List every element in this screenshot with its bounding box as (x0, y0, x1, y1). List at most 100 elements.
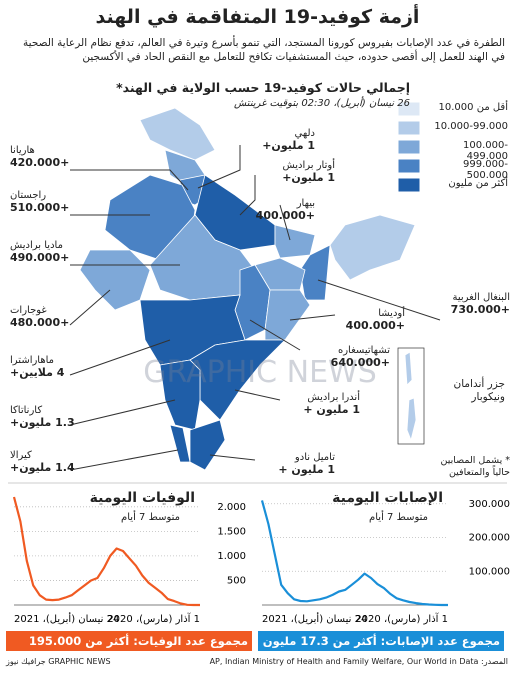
note: * يشمل المصابين حالياً والمتعافين (440, 455, 511, 478)
state-cases: +400.000 (345, 319, 405, 332)
state-name: هاريانا (10, 145, 35, 156)
state-name: كارناتاكا (10, 405, 43, 416)
state-cases: +640.000 (330, 356, 390, 369)
india-map (79, 107, 417, 471)
state-shape (274, 224, 316, 259)
total-box: مجموع عدد الوفيات: أكثر من 195.000 (6, 631, 252, 651)
state-cases: +400.000 (255, 209, 315, 222)
legend-swatch (397, 139, 421, 155)
state-label: أوتار براديش 1 مليون+ (255, 160, 335, 184)
state-cases: +480.000 (10, 316, 70, 329)
state-shape (329, 214, 416, 281)
state-name: بيهار (296, 198, 315, 209)
y-tick-label: 500 (227, 575, 246, 586)
map-title: إجمالي حالات كوفيد-19 حسب الولاية في اله… (116, 80, 410, 95)
legend-label: أقل من 10.000 (438, 102, 508, 113)
state-name: أندرا براديش (307, 392, 360, 403)
leader-line (197, 145, 241, 189)
state-name: البنغال الغربية (452, 292, 510, 303)
state-shape (189, 419, 226, 471)
state-name: أوديشا (378, 308, 405, 319)
y-tick-label: 1.500 (217, 526, 246, 537)
legend-label: 999.000-500.000 (463, 159, 508, 181)
islands-box (397, 347, 425, 445)
state-shape (406, 397, 417, 442)
state-label: دلهي 1 مليون+ (245, 128, 315, 152)
state-cases: +730.000 (450, 303, 510, 316)
leader-line (279, 204, 291, 241)
y-tick-label: 1.000 (217, 551, 246, 562)
legend-label: 10.000-99.000 (434, 121, 508, 132)
legend-swatch (397, 101, 421, 117)
state-name: راجستان (10, 190, 47, 201)
x-tick-label: 1 آذار (مارس)، 2020 (107, 612, 200, 625)
leader-line (69, 339, 171, 376)
line-series (260, 500, 448, 607)
leader-line (69, 399, 176, 426)
state-cases: 1.3 مليون+ (10, 416, 75, 429)
state-cases: +420.000 (10, 156, 70, 169)
state-cases: 4 ملايين+ (10, 366, 65, 379)
y-tick-label: 2.000 (217, 502, 246, 513)
state-name: ماديا براديش (10, 240, 63, 251)
leader-line (317, 279, 441, 321)
leader-line (249, 319, 301, 351)
y-tick-label: 200.000 (469, 533, 510, 544)
state-label: أوديشا +400.000 (335, 308, 405, 332)
title: أزمة كوفيد-19 المتفاقمة في الهند (95, 6, 420, 28)
state-label: البنغال الغربية +730.000 (440, 292, 510, 316)
legend-swatch (397, 158, 421, 174)
state-label: ماديا براديش +490.000 (10, 240, 80, 264)
state-cases: 1 مليون + (303, 403, 360, 416)
leader-line (69, 449, 179, 471)
total-box: مجموع عدد الإصابات: أكثر من 17.3 مليون (258, 631, 504, 651)
leader-line (209, 454, 256, 461)
state-label: غوجارات +480.000 (10, 305, 80, 329)
subtitle: الطفرة في عدد الإصابات بفيروس كورونا الم… (23, 37, 505, 63)
state-label: هاريانا +420.000 (10, 145, 80, 169)
state-shape (79, 249, 151, 311)
state-label: تاميل نادو 1 مليون + (255, 452, 335, 476)
state-shape (139, 107, 216, 161)
legend-swatch (397, 120, 421, 136)
map-subtitle: 26 نيسان (أبريل)، 02:30 بتوقيت غرينتش (234, 98, 410, 109)
legend-label: 100.000-499.000 (463, 140, 508, 162)
x-tick-label: 24 نيسان (أبريل)، 2021 (262, 612, 367, 625)
source: المصدر: AP, Indian Ministry of Health an… (209, 657, 508, 666)
state-name: ماهاراشترا (10, 355, 55, 366)
state-name: تاميل نادو (294, 452, 335, 463)
leader-line (234, 389, 281, 401)
state-cases: 1 مليون+ (282, 171, 335, 184)
chart-title: الإصابات اليومية (332, 490, 443, 506)
line-series (12, 496, 200, 607)
y-tick-label: 100.000 (469, 566, 510, 577)
leader-line (69, 289, 111, 326)
chart-title: الوفيات اليومية (89, 490, 195, 506)
watermark: GRAPHIC NEWS (143, 355, 377, 390)
leader-line (289, 314, 336, 321)
legend-swatch (397, 177, 421, 193)
x-tick-label: 1 آذار (مارس)، 2020 (355, 612, 448, 625)
state-name: كيرالا (10, 450, 32, 461)
leader-line (239, 175, 256, 216)
leader-lines (69, 145, 441, 471)
state-label: كيرالا 1.4 مليون+ (10, 450, 80, 474)
brand: GRAPHIC NEWS جرافيك نيوز (6, 657, 111, 666)
state-label: كارناتاكا 1.3 مليون+ (10, 405, 80, 429)
state-shape (299, 244, 331, 301)
state-cases: 1.4 مليون+ (10, 461, 75, 474)
state-cases: +490.000 (10, 251, 70, 264)
legend-label: أكثر من مليون (448, 178, 508, 189)
state-name: غوجارات (10, 305, 47, 316)
state-shape (404, 351, 413, 386)
chart-subtitle: متوسط 7 أيام (369, 512, 428, 523)
state-shape (159, 359, 201, 431)
islands-label: جزر أندامان ونيكوبار (453, 378, 506, 403)
state-label: تشهاتيسغاره +640.000 (300, 345, 390, 369)
state-cases: +510.000 (10, 201, 70, 214)
x-tick-label: 24 نيسان (أبريل)، 2021 (14, 612, 119, 625)
state-label: أندرا براديش 1 مليون + (280, 392, 360, 416)
state-name: دلهي (294, 128, 315, 139)
